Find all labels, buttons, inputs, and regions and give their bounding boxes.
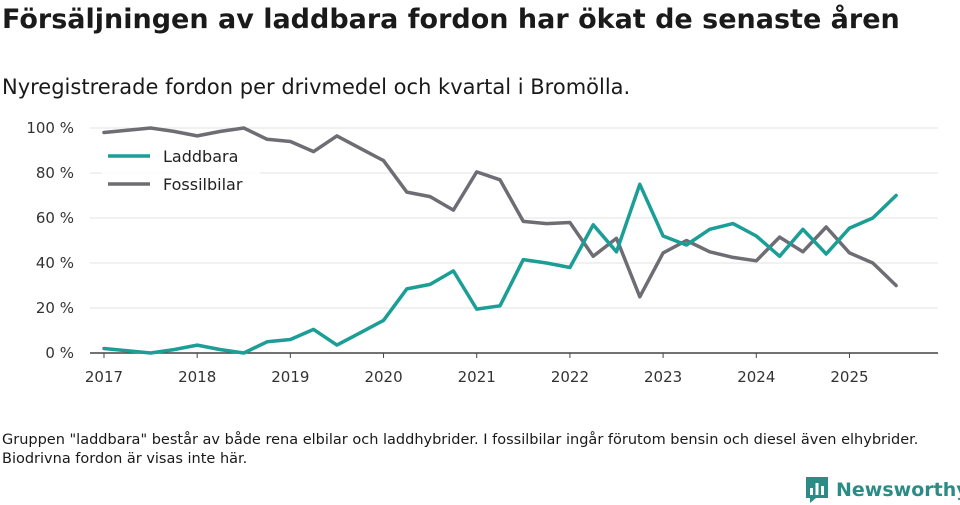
y-tick-label: 40 % <box>36 254 74 272</box>
x-tick-label: 2017 <box>85 368 123 386</box>
line-chart: 0 % 20 % 40 % 60 % 80 % 100 % 2017 2018 2019 2020… <box>26 119 938 386</box>
y-tick-label: 100 % <box>26 119 74 137</box>
x-tick-label: 2025 <box>830 368 868 386</box>
y-tick-label: 0 % <box>45 344 74 362</box>
chart-bars-icon <box>806 477 828 503</box>
legend-label-fossilbilar: Fossilbilar <box>163 175 243 194</box>
legend-box <box>102 142 260 200</box>
chart-title: Försäljningen av laddbara fordon har öka… <box>2 4 900 35</box>
x-tick-label: 2024 <box>737 368 775 386</box>
x-tick-label: 2020 <box>364 368 402 386</box>
series-line-laddbara <box>102 182 898 355</box>
series-line-fossilbilar <box>102 126 898 299</box>
brand-name: Newsworthy <box>836 479 960 501</box>
chart-subtitle: Nyregistrerade fordon per drivmedel och … <box>2 75 631 99</box>
footnote: Gruppen "laddbara" består av både rena e… <box>2 432 919 467</box>
x-tick-label: 2023 <box>644 368 682 386</box>
x-tick-label: 2018 <box>178 368 216 386</box>
legend-label-laddbara: Laddbara <box>163 147 238 166</box>
y-tick-label: 60 % <box>36 209 74 227</box>
newsworthy-logo[interactable]: Newsworthy <box>804 475 960 505</box>
y-tick-label: 20 % <box>36 299 74 317</box>
x-tick-label: 2019 <box>271 368 309 386</box>
y-tick-label: 80 % <box>36 164 74 182</box>
x-tick-label: 2021 <box>458 368 496 386</box>
x-tick-label: 2022 <box>551 368 589 386</box>
